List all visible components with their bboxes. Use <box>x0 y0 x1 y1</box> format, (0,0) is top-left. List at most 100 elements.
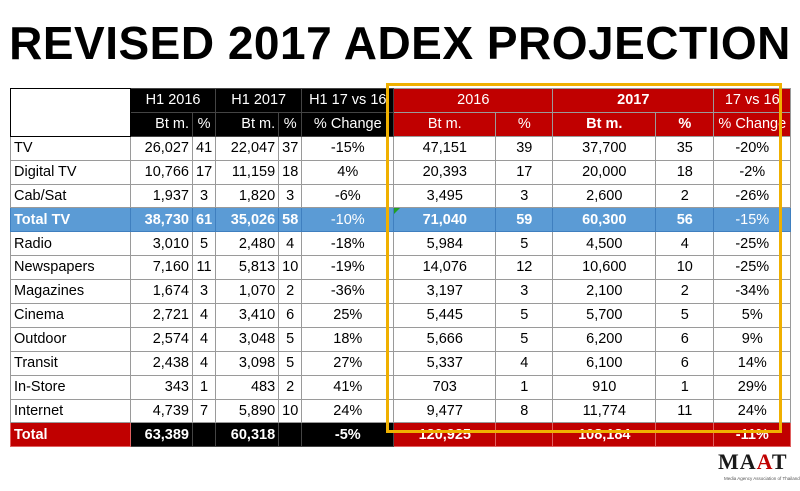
table-cell: 10,600 <box>552 255 657 281</box>
table-cell: -25% <box>713 255 792 281</box>
table-cell: 5% <box>713 303 792 328</box>
table-row: Cinema 2,721 4 3,410 6 25% 5,445 5 5,700… <box>10 303 792 328</box>
table-cell: -36% <box>301 279 395 305</box>
table-cell: 4 <box>191 350 217 376</box>
table-cell: 58 <box>278 207 303 233</box>
table-cell: 1,820 <box>215 183 280 209</box>
table-cell: 3,410 <box>215 303 280 328</box>
table-cell: 4 <box>191 303 217 328</box>
header-corner-cell <box>10 88 131 137</box>
table-cell <box>495 422 554 448</box>
table-cell: 9% <box>713 326 792 352</box>
table-cell: -2% <box>713 159 792 185</box>
table-row: Digital TV 10,766 17 11,159 18 4% 20,393… <box>10 159 792 185</box>
table-row: Outdoor 2,574 4 3,048 5 18% 5,666 5 6,20… <box>10 326 792 352</box>
table-cell: 8 <box>495 398 554 424</box>
table-cell: 27% <box>301 350 395 376</box>
table-cell: 26,027 <box>130 135 193 161</box>
table-cell: 2,100 <box>552 279 657 305</box>
subheader-cell: % Change <box>301 111 395 137</box>
row-label: Transit <box>10 350 131 376</box>
table-cell: 59 <box>495 207 554 233</box>
table-cell: 4 <box>278 231 303 257</box>
table-cell: 11,159 <box>215 159 280 185</box>
table-cell: -6% <box>301 183 395 209</box>
row-label: Total TV <box>10 207 131 233</box>
table-cell: 3,098 <box>215 350 280 376</box>
table-cell: -19% <box>301 255 395 281</box>
table-cell: 18 <box>278 159 303 185</box>
table-cell: 11,774 <box>552 398 657 424</box>
table-cell: 2,721 <box>130 303 193 328</box>
header-h1-2016: H1 2016 <box>129 88 217 113</box>
table-cell: 41 <box>191 135 217 161</box>
table-cell: -25% <box>713 231 792 257</box>
table-cell: 9,477 <box>393 398 497 424</box>
table-cell: 2,574 <box>130 326 193 352</box>
table-cell: 10 <box>278 398 303 424</box>
table-cell: 14% <box>713 350 792 376</box>
table-cell: 4,500 <box>552 231 657 257</box>
table-cell: -20% <box>713 135 792 161</box>
table-cell: 5 <box>191 231 217 257</box>
table-row: Newspapers 7,160 11 5,813 10 -19% 14,076… <box>10 255 792 281</box>
header-change: 17 vs 16 <box>713 88 792 113</box>
table-cell <box>278 422 303 448</box>
subheader-cell: Bt m. <box>393 111 497 137</box>
page-title: REVISED 2017 ADEX PROJECTION <box>9 17 791 69</box>
table-cell: 11 <box>655 398 715 424</box>
table-cell: 2 <box>655 183 715 209</box>
table-cell: 17 <box>191 159 217 185</box>
table-cell: 4 <box>191 326 217 352</box>
table-cell: 3 <box>495 279 554 305</box>
table-cell: 11 <box>191 255 217 281</box>
table-cell: -11% <box>713 422 792 448</box>
table-cell: 3,197 <box>393 279 497 305</box>
table-cell: 22,047 <box>215 135 280 161</box>
table-row: TV 26,027 41 22,047 37 -15% 47,151 39 37… <box>10 135 792 161</box>
table-row-total: Total 63,389 60,318 -5% 120,925 108,184 … <box>10 422 792 448</box>
table-cell: 2 <box>278 374 303 400</box>
table-cell: 20,393 <box>393 159 497 185</box>
table-cell: 120,925 <box>393 422 497 448</box>
table-cell: 20,000 <box>552 159 657 185</box>
table-cell: 10 <box>655 255 715 281</box>
header-2016: 2016 <box>393 88 554 113</box>
table-cell: 7,160 <box>130 255 193 281</box>
table-cell: 5,813 <box>215 255 280 281</box>
table-cell: 6 <box>278 303 303 328</box>
table-cell: 5 <box>495 326 554 352</box>
table-cell: 2,600 <box>552 183 657 209</box>
table-cell: 5,984 <box>393 231 497 257</box>
row-label: Radio <box>10 231 131 257</box>
table-cell: 47,151 <box>393 135 497 161</box>
table-cell: 910 <box>552 374 657 400</box>
table-cell: 6,100 <box>552 350 657 376</box>
row-label: TV <box>10 135 131 161</box>
subheader-cell: Bt m. <box>215 111 280 137</box>
table-cell: 60,300 <box>552 207 657 233</box>
table-cell: 56 <box>655 207 715 233</box>
table-cell: 24% <box>713 398 792 424</box>
table-cell: 1 <box>655 374 715 400</box>
table-cell: 17 <box>495 159 554 185</box>
table-cell: 29% <box>713 374 792 400</box>
table-cell: 37,700 <box>552 135 657 161</box>
table-cell: 2,480 <box>215 231 280 257</box>
subheader-cell: % <box>655 111 715 137</box>
table-cell: 71,040 <box>393 207 497 233</box>
table-cell: 3 <box>191 279 217 305</box>
table-cell: -18% <box>301 231 395 257</box>
table-cell: 61 <box>191 207 217 233</box>
table-cell: 5 <box>495 231 554 257</box>
table-cell: 6,200 <box>552 326 657 352</box>
table-cell: 5,700 <box>552 303 657 328</box>
table-cell: 5 <box>655 303 715 328</box>
adex-table: H1 2016 H1 2017 H1 17 vs 16 2016 2017 17… <box>10 88 792 448</box>
header-h1-2017: H1 2017 <box>215 88 303 113</box>
row-label: Digital TV <box>10 159 131 185</box>
table-cell: 703 <box>393 374 497 400</box>
table-cell: 1,070 <box>215 279 280 305</box>
table-cell: 35 <box>655 135 715 161</box>
table-cell: 1 <box>191 374 217 400</box>
